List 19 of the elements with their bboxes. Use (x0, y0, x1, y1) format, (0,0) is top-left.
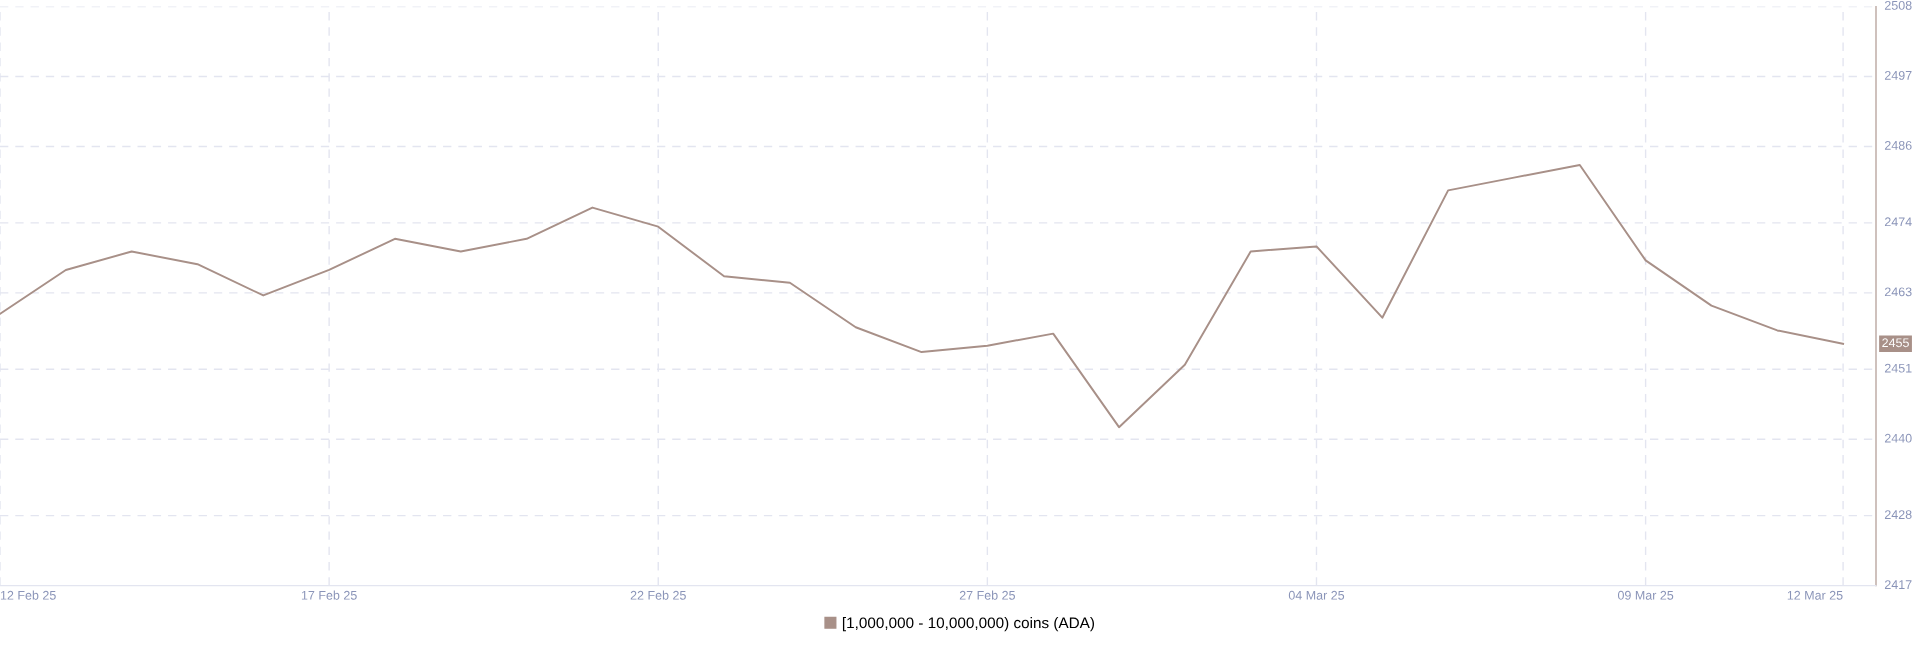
legend-label: [1,000,000 - 10,000,000) coins (ADA) (842, 617, 1095, 632)
line-series (0, 163, 1845, 429)
x-tick-label: 12 Mar 25 (1787, 590, 1843, 600)
y-tick-label: 2451 (1884, 363, 1912, 373)
x-tick-label: 09 Mar 25 (1617, 590, 1674, 600)
x-tick-label: 27 Feb 25 (959, 590, 1015, 600)
y-tick-label: 2417 (1884, 580, 1912, 589)
x-tick-label: 17 Feb 25 (301, 590, 357, 600)
text: 2455 (1882, 338, 1909, 348)
x-tick-label: 04 Mar 25 (1288, 590, 1345, 600)
y-tick-label: 2497 (1884, 70, 1912, 80)
x-tick-label: 12 Feb 25 (0, 590, 56, 600)
y-tick-label: 2486 (1884, 140, 1912, 150)
y-tick-label: 2474 (1884, 217, 1912, 227)
y-tick-label: 2463 (1884, 287, 1912, 297)
y-tick-label: 2440 (1884, 433, 1912, 443)
y-tick-label: 2508 (1884, 0, 1912, 10)
x-tick-label: 22 Feb 25 (630, 590, 686, 600)
y-tick-label: 2428 (1884, 510, 1912, 519)
